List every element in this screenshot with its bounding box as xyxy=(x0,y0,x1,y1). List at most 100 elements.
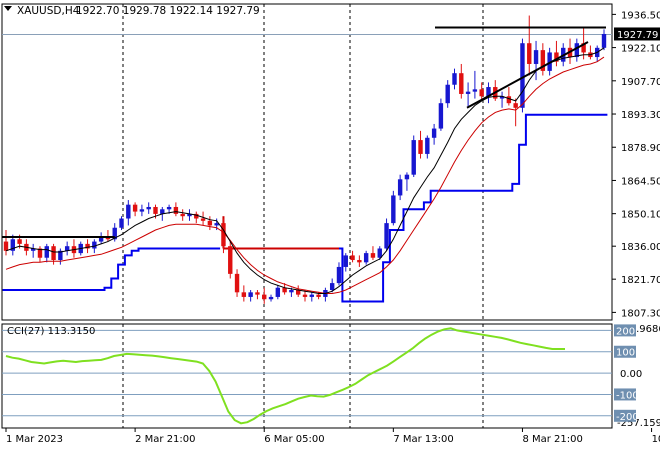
bull-candle xyxy=(44,246,49,258)
bull-candle xyxy=(92,241,97,249)
bear-candle xyxy=(296,290,301,295)
price-tick-label: 1878.90 xyxy=(621,143,660,154)
cci-level-label: 200 xyxy=(616,326,635,337)
bull-candle xyxy=(520,43,525,108)
collapse-triangle-icon[interactable] xyxy=(4,6,12,11)
chart-ohlc-values: 1922.70 1929.78 1922.14 1927.79 xyxy=(76,5,260,17)
bull-candle xyxy=(391,195,396,224)
bull-candle xyxy=(343,255,348,267)
cci-min-label: -257.1594 xyxy=(617,418,660,429)
bull-candle xyxy=(139,209,145,212)
current-price-tag xyxy=(614,27,660,41)
bear-candle xyxy=(51,246,56,261)
bull-candle xyxy=(533,50,539,64)
bull-candle xyxy=(248,292,253,297)
price-tick-label: 1807.30 xyxy=(621,308,660,319)
bull-candle xyxy=(160,209,165,214)
price-tick-label: 1836.00 xyxy=(621,242,660,253)
support-step-line xyxy=(2,247,221,291)
bear-candle xyxy=(153,206,158,214)
bear-candle xyxy=(3,241,9,251)
bull-candle xyxy=(574,43,580,58)
bear-candle xyxy=(302,294,308,297)
cci-indicator-label: CCI(27) 113.3150 xyxy=(7,326,95,337)
bull-candle xyxy=(465,91,471,94)
bear-candle xyxy=(527,43,532,64)
bull-candle xyxy=(289,290,294,293)
bear-candle xyxy=(180,213,185,217)
time-tick-label: 8 Mar 21:00 xyxy=(522,434,582,445)
bear-candle xyxy=(581,43,586,53)
bear-candle xyxy=(37,248,43,258)
bear-candle xyxy=(316,294,321,297)
cci-level-tag xyxy=(614,324,636,337)
bull-candle xyxy=(397,179,403,196)
bull-candle xyxy=(275,287,281,297)
bear-candle xyxy=(200,218,206,221)
bull-candle xyxy=(404,174,410,180)
bull-candle xyxy=(499,96,505,99)
bear-candle xyxy=(132,204,138,212)
cci-level-tag xyxy=(614,345,636,358)
price-tick-label: 1821.70 xyxy=(621,275,660,286)
price-tick-label: 1922.10 xyxy=(621,44,660,55)
price-tick-label: 1893.30 xyxy=(621,110,660,121)
bull-candle xyxy=(309,294,314,297)
bull-candle xyxy=(112,227,117,240)
time-tick-label: 10 Mar 05:00 xyxy=(652,434,660,445)
bear-candle xyxy=(540,50,546,71)
bear-candle xyxy=(350,255,355,261)
bull-candle xyxy=(146,206,151,210)
bull-candle xyxy=(438,103,444,129)
bull-candle xyxy=(411,140,416,175)
bear-candle xyxy=(418,140,423,154)
current-price-tag-text: 1927.79 xyxy=(617,30,658,41)
bear-candle xyxy=(262,294,267,300)
bull-candle xyxy=(452,73,457,85)
bull-candle xyxy=(58,250,63,261)
bull-candle xyxy=(431,128,437,138)
bull-candle xyxy=(214,223,219,226)
cci-level-tag xyxy=(614,409,636,422)
bear-candle xyxy=(479,89,484,97)
bull-candle xyxy=(472,89,478,92)
price-tick-label: 1907.70 xyxy=(621,77,660,88)
price-tick-label: 1936.50 xyxy=(621,10,660,21)
bull-candle xyxy=(384,223,389,249)
bear-candle xyxy=(207,220,213,226)
bear-candle xyxy=(513,103,518,108)
price-tick-label: 1850.10 xyxy=(621,210,660,221)
main-plot-frame xyxy=(1,3,613,321)
bull-candle xyxy=(445,84,450,104)
bull-candle xyxy=(336,266,342,284)
bear-candle xyxy=(173,206,179,214)
bull-candle xyxy=(119,218,124,228)
bear-candle xyxy=(194,213,199,219)
cci-level-label: -200 xyxy=(616,412,639,423)
cci-level-label: 100 xyxy=(616,348,635,359)
bull-candle xyxy=(601,33,607,48)
fast-moving-average-line xyxy=(5,47,605,294)
slow-moving-average-line xyxy=(5,56,605,294)
time-tick-label: 2 Mar 21:00 xyxy=(135,434,195,445)
cci-max-label: 229.9686 xyxy=(617,324,660,335)
time-tick-label: 7 Mar 13:00 xyxy=(393,434,453,445)
bull-candle xyxy=(547,52,552,71)
bull-candle xyxy=(363,253,369,263)
bull-candle xyxy=(268,296,274,300)
bear-candle xyxy=(357,260,362,263)
bull-candle xyxy=(377,248,382,258)
cci-line xyxy=(5,327,565,425)
cci-level-label: -100 xyxy=(616,390,639,401)
bull-candle xyxy=(486,87,491,97)
bear-candle xyxy=(282,287,287,293)
cci-level-label: 0.00 xyxy=(620,369,642,380)
bear-candle xyxy=(234,273,240,293)
time-tick-label: 1 Mar 2023 xyxy=(6,434,63,445)
bear-candle xyxy=(105,236,111,240)
bull-candle xyxy=(329,283,335,291)
bear-candle xyxy=(241,292,247,297)
bear-candle xyxy=(85,243,90,249)
time-tick-label: 6 Mar 05:00 xyxy=(264,434,324,445)
